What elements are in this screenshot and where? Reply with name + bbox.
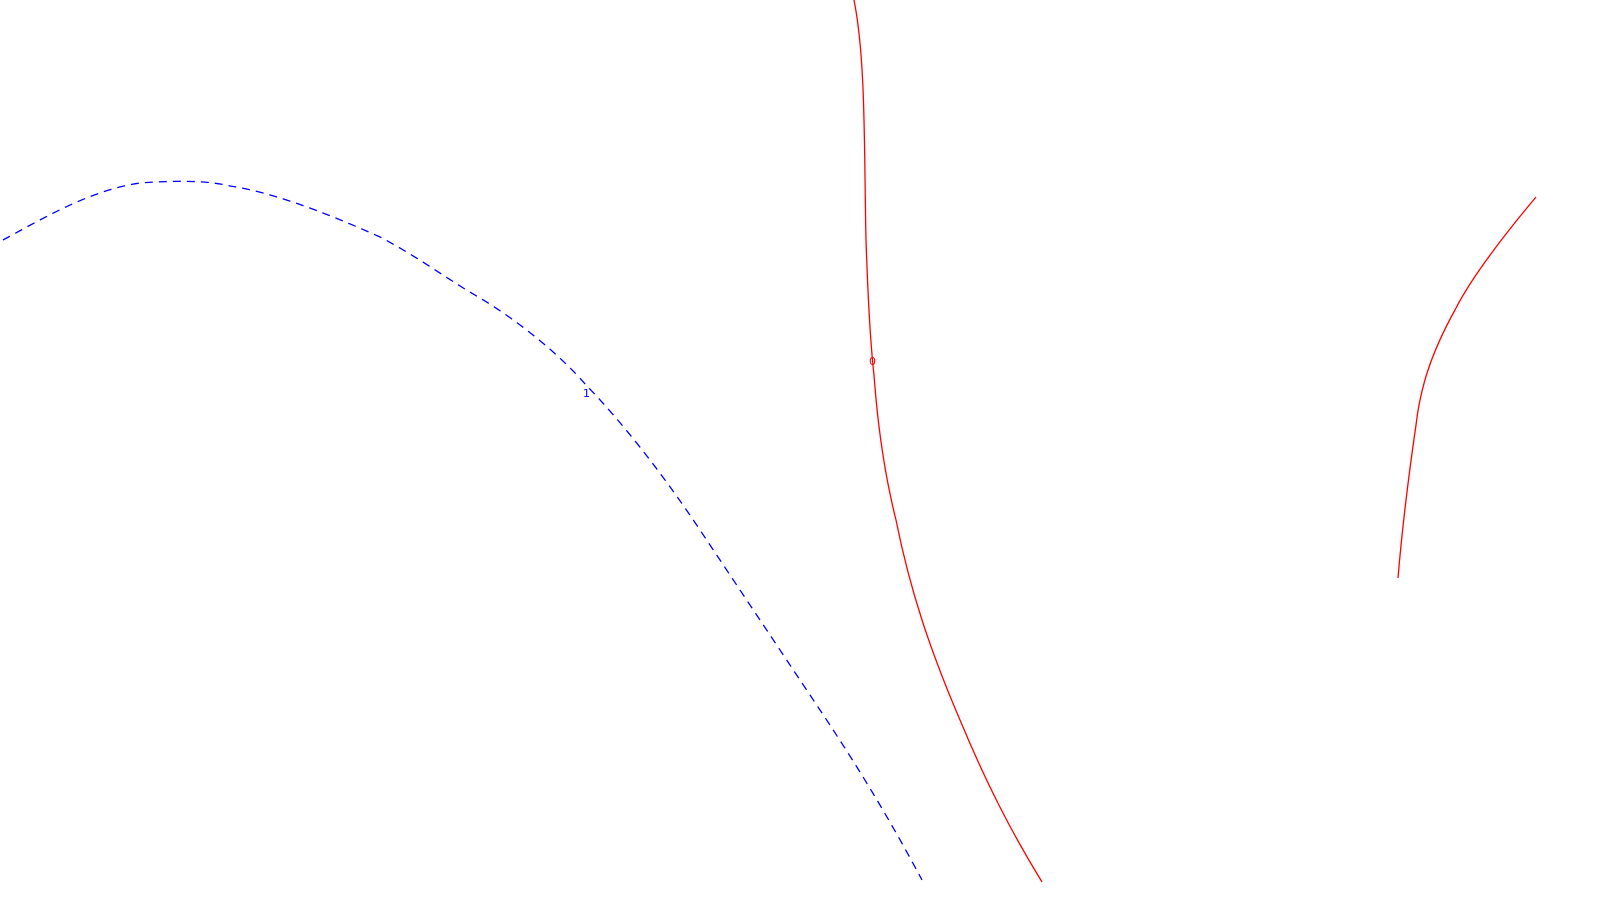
red-right-contour [1397,196,1537,579]
blue-dashed-contour [2,180,923,881]
red-contour-label: 0 [869,355,876,368]
blue-contour-label: 1 [583,387,590,400]
red-main-contour [853,0,1043,883]
